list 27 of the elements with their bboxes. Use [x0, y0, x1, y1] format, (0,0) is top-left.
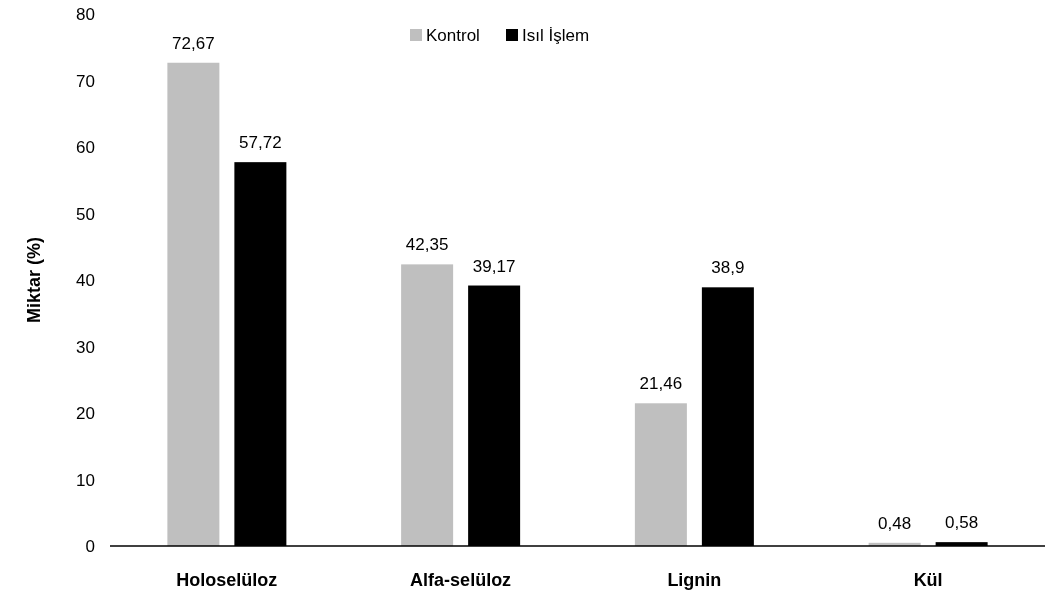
y-tick-label: 0 — [85, 537, 95, 556]
y-tick-label: 20 — [76, 404, 95, 423]
x-tick-label: Kül — [913, 570, 943, 590]
legend-label: Kontrol — [426, 26, 480, 45]
y-axis-title: Miktar (%) — [24, 236, 44, 324]
y-tick-label: 60 — [76, 138, 95, 157]
y-tick-label: 30 — [76, 337, 95, 357]
x-tick-label: Alfa-selüloz — [410, 570, 512, 590]
data-label: 0,48 — [878, 513, 912, 533]
x-tick-label: Holoselüloz — [176, 570, 278, 590]
x-tick-label: Lignin — [667, 570, 722, 590]
data-label: 21,46 — [639, 374, 683, 394]
data-label: 42,35 — [405, 235, 449, 255]
bar — [634, 403, 687, 546]
y-tick-label: 10 — [76, 470, 95, 490]
data-label: 38,9 — [711, 258, 745, 278]
y-tick-label: 70 — [76, 71, 95, 91]
legend-label: Isıl İşlem — [522, 26, 590, 45]
y-tick-label: 40 — [76, 271, 95, 290]
data-label: 39,17 — [472, 256, 516, 276]
data-label: 57,72 — [239, 133, 282, 153]
bar — [401, 264, 454, 546]
y-tick-label: 50 — [76, 204, 95, 224]
y-tick-label: 80 — [76, 5, 95, 24]
bar — [167, 62, 220, 546]
data-label: 72,67 — [172, 33, 215, 53]
data-label: 0,58 — [945, 513, 979, 533]
